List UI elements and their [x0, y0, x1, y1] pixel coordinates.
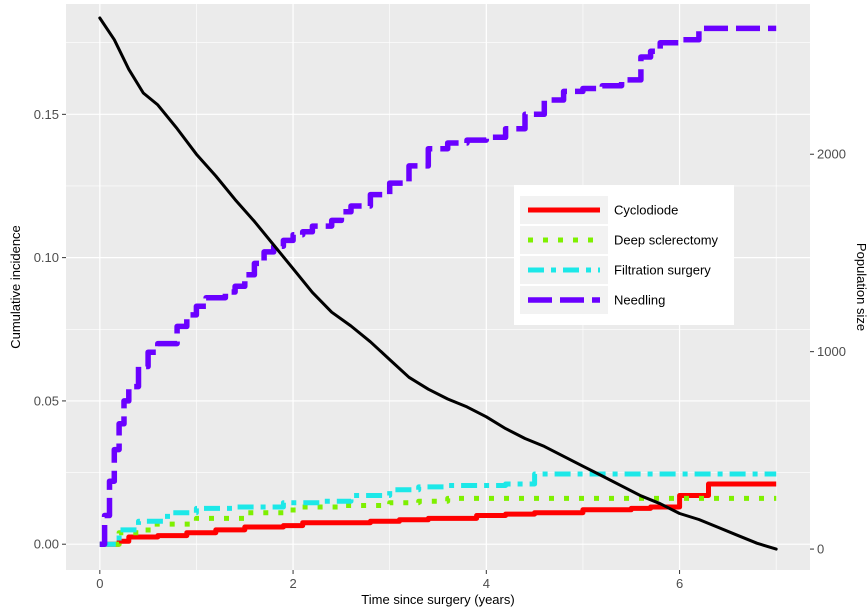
y2-tick-label: 2000 [817, 147, 846, 162]
y-axis-title: Cumulative incidence [8, 225, 23, 349]
y-tick-label: 0.05 [34, 393, 59, 408]
series-line-cyclodiode [99, 481, 777, 547]
grid-lines [66, 4, 810, 570]
y-tick-label: 0.00 [34, 537, 59, 552]
legend-label: Filtration surgery [614, 263, 711, 278]
y2-axis-title: Population size [854, 243, 867, 331]
x-tick-label: 4 [483, 576, 490, 591]
y-tick-label: 0.15 [34, 107, 59, 122]
population-size-line [98, 16, 778, 551]
y-tick-label: 0.10 [34, 250, 59, 265]
axes: 0 2 4 6 0.00 0.05 0.10 0.15 0 1000 2000 [34, 107, 846, 591]
legend: Cyclodiode Deep sclerectomy Filtration sur… [514, 185, 734, 325]
legend-label: Deep sclerectomy [614, 233, 719, 248]
legend-label: Needling [614, 293, 665, 308]
x-tick-label: 6 [676, 576, 683, 591]
x-tick-label: 2 [289, 576, 296, 591]
legend-key-bg [520, 226, 608, 254]
x-axis-title: Time since surgery (years) [361, 592, 514, 607]
legend-label: Cyclodiode [614, 203, 678, 218]
series-line-deep-sclerectomy [99, 495, 777, 547]
series-line-needling [99, 25, 777, 547]
x-tick-label: 0 [96, 576, 103, 591]
series-lines [98, 16, 778, 551]
y2-tick-label: 1000 [817, 344, 846, 359]
y2-tick-label: 0 [817, 542, 824, 557]
series-line-filtration-surgery [99, 471, 777, 547]
